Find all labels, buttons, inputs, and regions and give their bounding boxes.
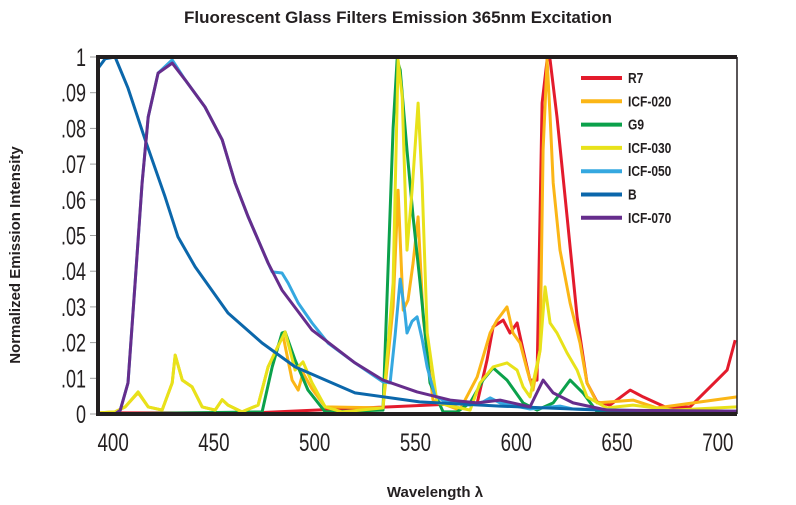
x-tick-label: 550 — [400, 428, 431, 456]
y-tick-label: .05 — [61, 222, 86, 251]
x-tick-label: 400 — [97, 428, 128, 456]
y-axis-label: Normalized Emission Intensity — [7, 146, 24, 364]
legend-item-icf-030: ICF-030 — [581, 140, 671, 157]
legend-label: ICF-030 — [628, 140, 671, 157]
legend-label: ICF-070 — [628, 210, 671, 227]
x-tick-label: 650 — [601, 428, 632, 456]
legend-label: G9 — [628, 116, 644, 133]
y-tick-label: .02 — [61, 329, 86, 358]
y-tick-label: .07 — [61, 150, 86, 179]
legend-item-icf-020: ICF-020 — [581, 93, 671, 110]
series-line-b — [96, 55, 738, 414]
legend-label: ICF-020 — [628, 93, 671, 110]
x-tick-label: 600 — [501, 428, 532, 456]
y-axis-ticks: 0 .01 .02 .03 .04 .05 .06 .07 .08 .09 1 — [61, 43, 97, 429]
legend-label: R7 — [628, 70, 643, 87]
x-tick-label: 450 — [198, 428, 229, 456]
series-line-icf-070 — [98, 61, 738, 416]
y-tick-label: 0 — [76, 400, 86, 429]
x-axis-ticks: 400 450 500 550 600 650 700 — [97, 428, 733, 456]
y-tick-label: .08 — [61, 114, 86, 143]
legend-label: B — [628, 186, 637, 203]
legend-item-icf-050: ICF-050 — [581, 163, 671, 180]
series-line-icf-030 — [98, 58, 738, 415]
legend-item-r7: R7 — [581, 70, 643, 87]
plot-series — [96, 55, 738, 416]
x-tick-label: 700 — [702, 428, 733, 456]
y-tick-label: .01 — [61, 364, 86, 393]
x-tick-label: 500 — [299, 428, 330, 456]
legend-item-icf-070: ICF-070 — [581, 210, 671, 227]
y-tick-label: .06 — [61, 186, 86, 215]
y-tick-label: .09 — [61, 79, 86, 108]
legend-item-b: B — [581, 186, 637, 203]
legend-label: ICF-050 — [628, 163, 671, 180]
y-tick-label: .04 — [61, 257, 86, 286]
x-axis-label: Wavelength λ — [387, 484, 484, 501]
chart-title: Fluorescent Glass Filters Emission 365nm… — [184, 8, 612, 27]
legend: R7 ICF-020 G9 ICF-030 ICF-050 B ICF-070 — [581, 70, 671, 226]
legend-item-g9: G9 — [581, 116, 644, 133]
series-line-r7 — [98, 58, 737, 415]
y-tick-label: .03 — [61, 293, 86, 322]
y-tick-label: 1 — [76, 43, 86, 72]
